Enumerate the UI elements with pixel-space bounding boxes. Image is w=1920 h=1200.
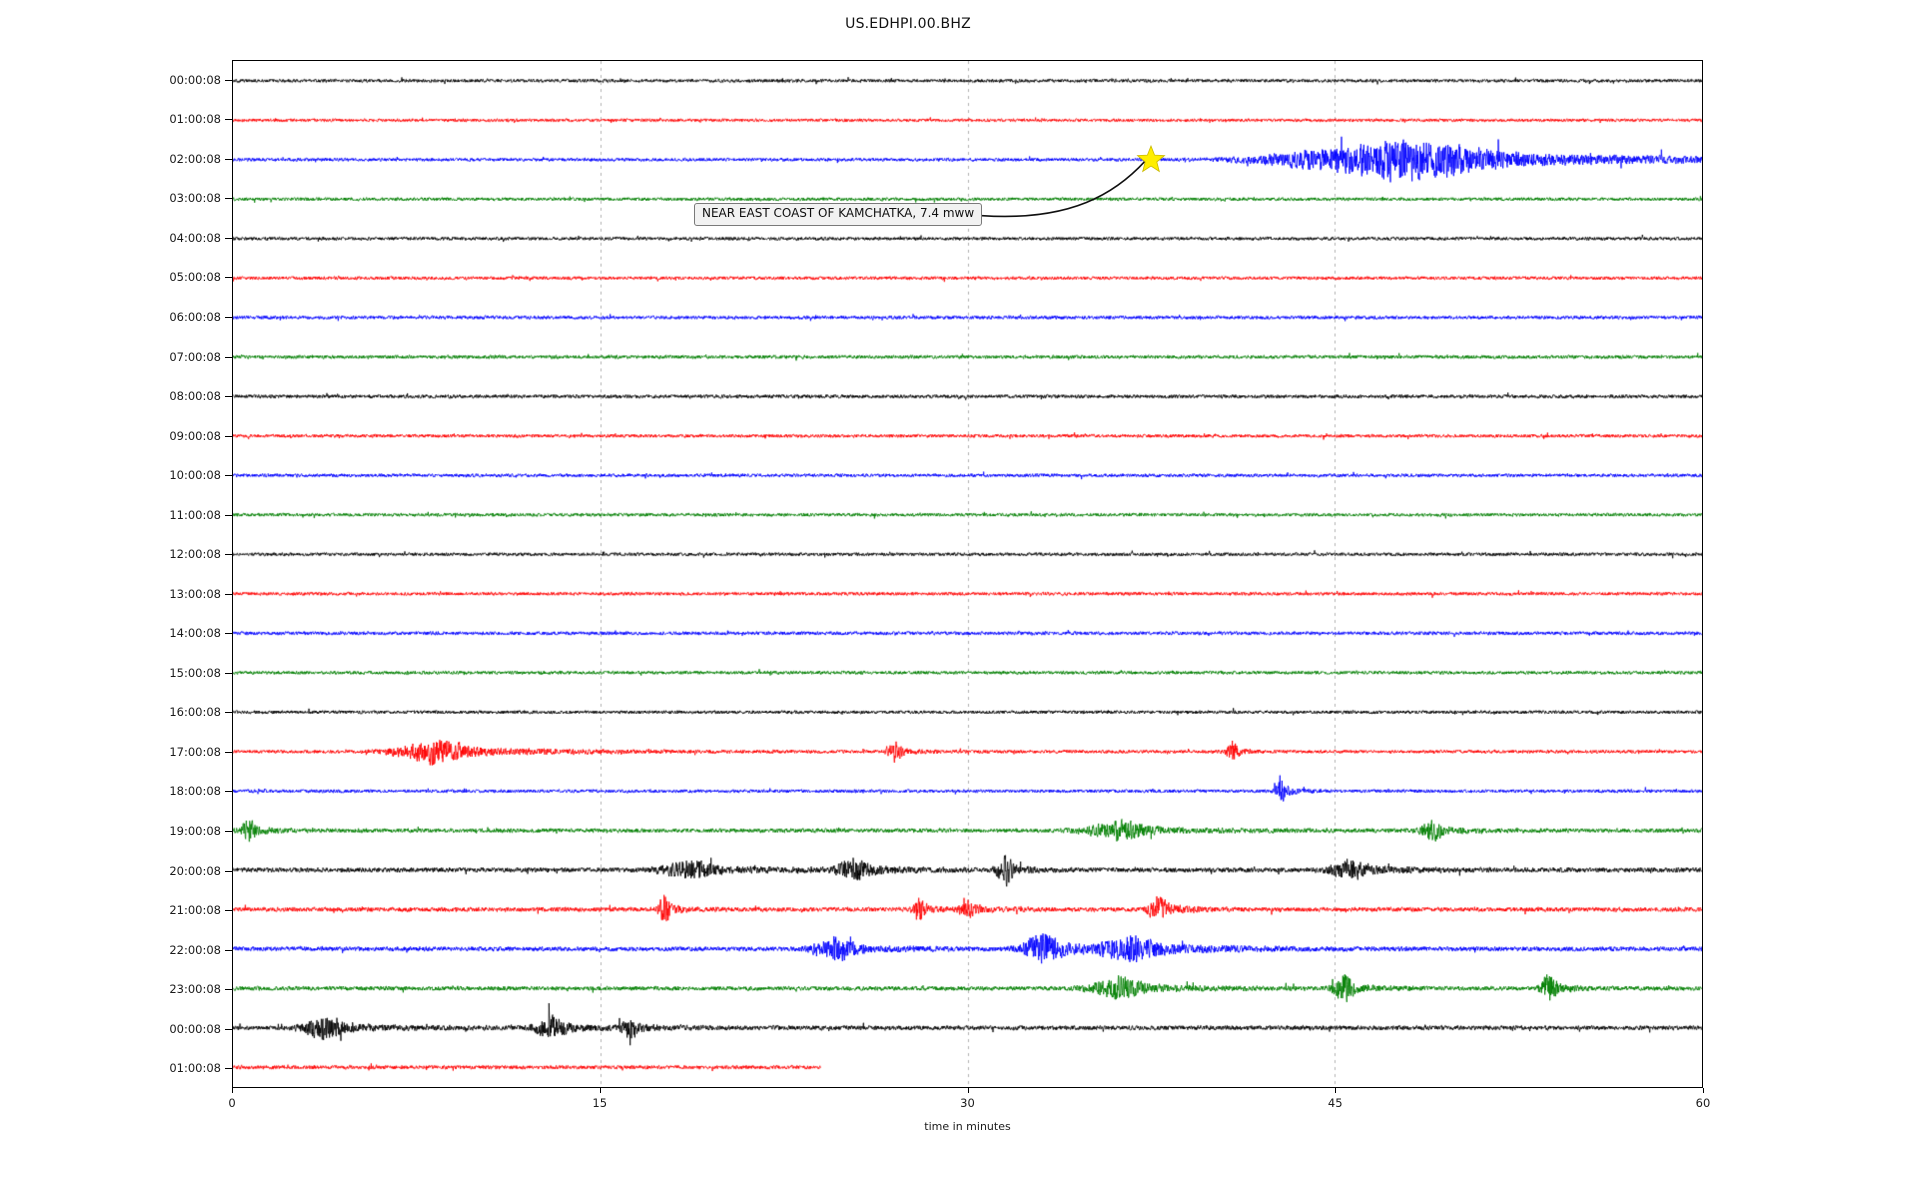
x-axis-tick-mark bbox=[967, 1088, 969, 1093]
y-axis-tick-mark bbox=[225, 475, 233, 477]
y-axis-tick-mark bbox=[225, 554, 233, 556]
y-axis-tick-label: 19:00:08 bbox=[169, 824, 221, 838]
y-axis-tick-label: 12:00:08 bbox=[169, 547, 221, 562]
y-axis-tick-label: 23:00:08 bbox=[169, 982, 221, 997]
x-axis-tick-mark bbox=[1703, 1088, 1704, 1093]
y-axis-tick-label: 18:00:08 bbox=[169, 784, 221, 799]
seismogram-canvas bbox=[233, 61, 1702, 1087]
y-axis-tick-label: 09:00:08 bbox=[169, 428, 221, 443]
y-axis-tick-label: 04:00:08 bbox=[169, 230, 221, 245]
plot-title-text: US.EDHPI.00.BHZ bbox=[845, 16, 971, 32]
x-axis-tick-mark bbox=[232, 1088, 233, 1093]
y-axis-tick-label: 16:00:08 bbox=[169, 705, 221, 720]
y-axis-tick-mark bbox=[225, 791, 233, 793]
y-axis-tick-mark bbox=[225, 870, 233, 872]
y-axis-tick-label: 15:00:08 bbox=[169, 665, 221, 680]
y-axis-tick-mark bbox=[225, 633, 233, 635]
x-axis-tick-label: 15 bbox=[592, 1096, 608, 1110]
y-axis-tick-mark bbox=[225, 435, 233, 437]
y-axis-tick-mark bbox=[225, 989, 233, 991]
y-axis-tick-label: 00:00:08 bbox=[169, 72, 221, 87]
y-axis-tick-label: 21:00:08 bbox=[169, 903, 221, 918]
y-axis-tick-mark bbox=[225, 277, 233, 279]
y-axis-tick-mark bbox=[225, 751, 233, 753]
y-axis-tick-mark bbox=[225, 514, 233, 516]
y-axis-tick-mark bbox=[225, 237, 233, 239]
y-axis-tick-label: 00:00:08 bbox=[169, 1021, 221, 1036]
y-axis-tick-label: 20:00:08 bbox=[169, 863, 221, 878]
y-axis-tick-label: 01:00:08 bbox=[169, 112, 221, 127]
y-axis-tick-label: 14:00:08 bbox=[169, 626, 221, 641]
y-axis-tick-label: 11:00:08 bbox=[169, 507, 221, 522]
y-axis-tick-mark bbox=[225, 593, 233, 595]
page-title: US.EDHPI.00.BHZ bbox=[0, 16, 1920, 32]
y-axis-tick-mark bbox=[225, 1028, 233, 1030]
y-axis-tick-label: 02:00:08 bbox=[169, 151, 221, 166]
y-axis-tick-mark bbox=[225, 712, 233, 714]
x-axis-tick-label: 60 bbox=[1695, 1096, 1711, 1110]
y-axis-tick-mark bbox=[225, 79, 233, 81]
y-axis-tick-label: 06:00:08 bbox=[169, 310, 221, 324]
y-axis-tick-mark bbox=[225, 949, 233, 951]
event-annotation-label: NEAR EAST COAST OF KAMCHATKA, 7.4 mww bbox=[694, 203, 983, 226]
y-axis-tick-mark bbox=[225, 119, 233, 121]
y-axis-tick-label: 03:00:08 bbox=[169, 191, 221, 206]
y-axis-tick-mark bbox=[225, 672, 233, 674]
x-axis-tick-mark bbox=[1335, 1088, 1337, 1093]
y-axis-tick-label: 01:00:08 bbox=[169, 1061, 221, 1076]
y-axis-tick-label: 05:00:08 bbox=[169, 270, 221, 285]
y-axis-tick-label: 17:00:08 bbox=[169, 744, 221, 759]
plot-axes bbox=[232, 60, 1703, 1088]
y-axis-tick-label: 13:00:08 bbox=[169, 586, 221, 601]
y-axis-tick-label: 22:00:08 bbox=[169, 942, 221, 957]
y-axis-tick-mark bbox=[225, 1068, 233, 1070]
y-axis-tick-label: 08:00:08 bbox=[169, 389, 221, 404]
y-axis-tick-label: 10:00:08 bbox=[169, 468, 221, 483]
x-axis-tick-mark bbox=[599, 1088, 601, 1093]
y-axis-tick-mark bbox=[225, 158, 233, 160]
y-axis-tick-mark bbox=[225, 317, 233, 318]
y-axis-tick-mark bbox=[225, 396, 233, 398]
y-axis-tick-mark bbox=[225, 910, 233, 912]
y-axis-tick-label: 07:00:08 bbox=[169, 349, 221, 364]
y-axis-tick-mark bbox=[225, 356, 233, 358]
y-axis-tick-mark bbox=[225, 831, 233, 832]
x-axis-tick-label: 0 bbox=[228, 1096, 236, 1110]
x-axis-tick-label: 45 bbox=[1327, 1096, 1343, 1110]
x-axis-label: time in minutes bbox=[924, 1120, 1011, 1133]
y-axis-tick-mark bbox=[225, 198, 233, 200]
x-axis-tick-label: 30 bbox=[960, 1096, 975, 1110]
